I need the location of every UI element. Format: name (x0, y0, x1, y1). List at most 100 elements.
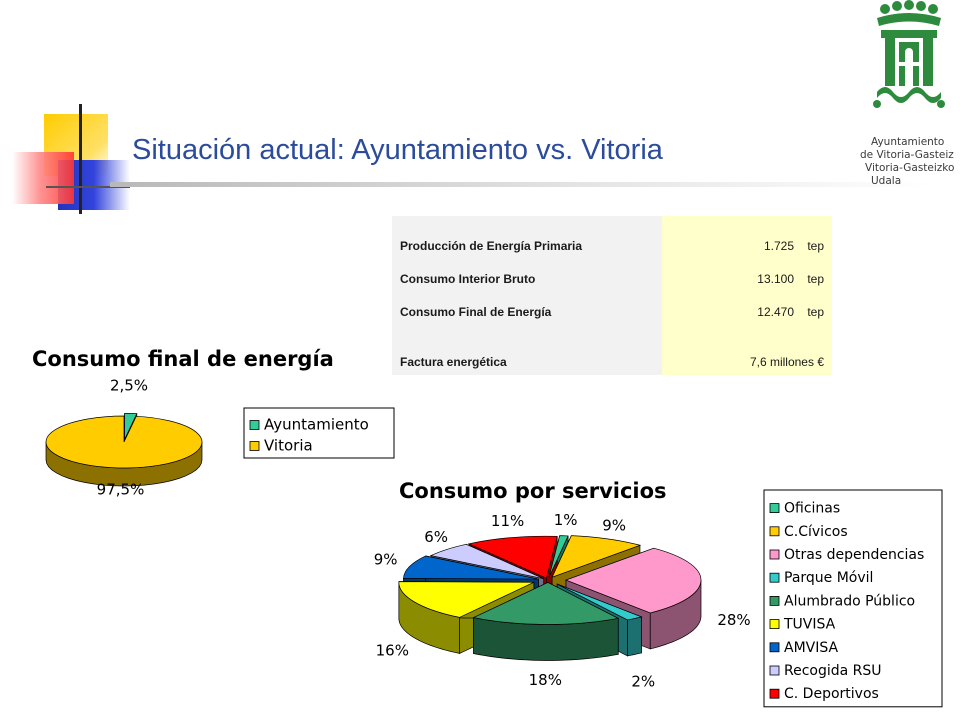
slice-wall-2-0 (565, 547, 655, 617)
chart2-pie: 1% 9% 28% 2% 18% 16% 9% 6% 11% (374, 511, 751, 690)
pie-slice-alumbrado-p-blico (472, 582, 620, 625)
pie-slice-parque-m-vil (557, 583, 643, 621)
row-unit: tep (807, 272, 824, 286)
legend-swatch (769, 526, 780, 537)
slice-wall-3-0 (556, 583, 642, 654)
legend-label: Oficinas (784, 501, 840, 517)
legend-swatch (769, 619, 780, 629)
slice-wall-5-1 (398, 581, 535, 619)
legend-label: AMVISA (784, 640, 839, 656)
legend-swatch (769, 549, 780, 560)
legend-label: C.Cívicos (784, 524, 848, 540)
slice-wall-1-0 (551, 535, 572, 614)
table-row: Consumo Final de Energía 12.470 tep (392, 290, 832, 323)
slice-wall-7-1 (465, 543, 545, 616)
table-row: Producción de Energía Primaria 1.725 tep (392, 216, 832, 257)
row-label: Consumo Interior Bruto (392, 257, 662, 290)
chart2-title: Consumo por servicios (399, 479, 667, 503)
legend-box (243, 407, 395, 459)
chart2-legend: Oficinas C.Cívicos Otras dependencias Parqu… (763, 489, 943, 708)
row-value: 7,6 millones € (749, 355, 824, 369)
data-label: 2,5% (110, 377, 148, 395)
legend-label: Ayuntamiento (264, 416, 369, 434)
chart1-legend: Ayuntamiento Vitoria (243, 407, 395, 459)
slice-wall-1-1 (551, 544, 641, 614)
page-title: Situación actual: Ayuntamiento vs. Vitor… (132, 134, 663, 166)
chart1-pie: 2,5% 97,5% (45, 377, 203, 499)
slice-wall-2-1 (565, 579, 651, 650)
pie-slice-c-deportivos (467, 535, 558, 579)
deco-square-red (12, 152, 74, 204)
pie-slice-c-c-vicos (551, 535, 642, 578)
data-label: 28% (717, 611, 750, 629)
row-value: 13.100 (757, 272, 794, 286)
legend-label: TUVISA (783, 617, 836, 633)
row-label: Producción de Energía Primaria (392, 216, 662, 257)
slice-wall-0-1 (548, 535, 569, 614)
logo-text-line-4: Udala (871, 175, 902, 187)
legend-label: Parque Móvil (784, 570, 873, 586)
slice-side-4-0 (473, 617, 619, 661)
slice-wall-5-0 (459, 581, 535, 654)
data-label: 9% (374, 550, 398, 568)
slice-wall-3-1 (556, 583, 628, 657)
chart1-title: Consumo final de energía (32, 347, 334, 371)
legend-swatch (769, 642, 780, 653)
slice-wall-7-0 (430, 555, 545, 616)
table-row: Consumo Interior Bruto 13.100 tep (392, 257, 832, 290)
row-unit: tep (807, 239, 824, 253)
data-label: 16% (376, 642, 409, 660)
legend-swatch (249, 420, 260, 430)
pie-slice-ayuntamiento (124, 412, 138, 440)
row-value-cell: 12.470 tep (662, 290, 832, 323)
row-value: 12.470 (757, 305, 794, 319)
deco-line-horizontal (46, 186, 130, 188)
data-label: 2% (631, 672, 655, 690)
row-value: 1.725 (763, 239, 794, 253)
pie-slice-recogida-rsu (429, 543, 544, 580)
logo-text-line-2: de Vitoria-Gasteiz (860, 149, 954, 161)
data-label: 9% (602, 517, 626, 535)
slice-wall-8-0 (468, 543, 547, 615)
logo-text-line-1: Ayuntamiento (871, 136, 945, 148)
pie-slice-vitoria (45, 415, 203, 469)
legend-label: Recogida RSU (784, 663, 882, 679)
title-underline (110, 182, 930, 187)
slice-side-1-0 (45, 441, 203, 487)
slice-wall-1-0 (123, 416, 137, 461)
slice-wall-0-1 (124, 413, 138, 458)
row-label: Consumo Final de Energía (392, 290, 662, 323)
corner-decoration (0, 100, 140, 220)
coat-of-arms-icon (873, 0, 945, 108)
slice-side-5-0 (398, 582, 460, 654)
row-value-cell: 1.725 tep (662, 216, 832, 257)
deco-line-vertical (79, 104, 82, 214)
pie-slice-tuvisa (398, 581, 534, 618)
slice-side-3-0 (627, 616, 642, 657)
data-label: 18% (529, 671, 562, 689)
slice-wall-4-0 (547, 581, 619, 655)
pie-slice-oficinas (548, 535, 569, 578)
legend-swatch (769, 665, 780, 676)
legend-label: Alumbrado Público (784, 593, 915, 609)
slice-wall-6-1 (425, 555, 539, 616)
slice-wall-0-0 (548, 535, 561, 614)
slice-wall-8-1 (546, 536, 558, 615)
slice-wall-6-0 (403, 578, 539, 616)
pie-slice-otras-dependencias (565, 547, 702, 614)
slice-side-2-0 (649, 580, 702, 650)
legend-swatch (769, 596, 780, 606)
energy-summary-table: Producción de Energía Primaria 1.725 tep … (392, 216, 832, 375)
row-unit: tep (807, 305, 824, 319)
row-value-cell: 13.100 tep (662, 257, 832, 290)
legend-swatch (769, 688, 780, 699)
city-logo: Ayuntamiento de Vitoria-Gasteiz Vitoria-… (855, 0, 960, 200)
legend-swatch (249, 441, 260, 451)
slice-wall-4-1 (473, 581, 549, 655)
legend-swatch (769, 503, 780, 514)
table-row: Factura energética 7,6 millones € (392, 323, 832, 375)
data-label: 1% (554, 511, 578, 529)
pie-slice-amvisa (403, 555, 539, 580)
row-label: Factura energética (392, 323, 662, 375)
legend-label: Vitoria (264, 437, 313, 455)
